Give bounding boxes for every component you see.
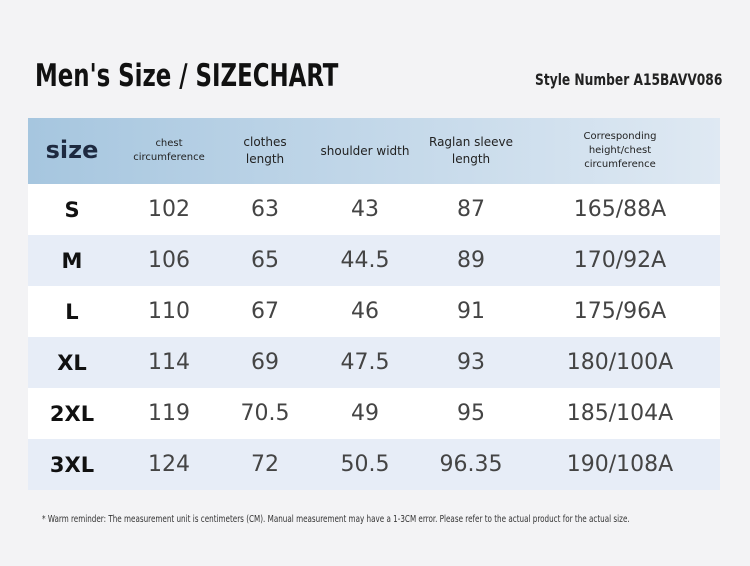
table-cell: 190/108A — [566, 452, 674, 477]
table-cell: 175/96A — [573, 299, 667, 324]
table-cell: 3XL — [49, 452, 95, 477]
column-header: size — [45, 136, 99, 165]
column-header: clothes length — [243, 135, 287, 166]
table-cell: 67 — [251, 299, 279, 324]
table-cell: 119 — [148, 401, 190, 426]
table-cell: 165/88A — [573, 197, 667, 222]
table-cell: 185/104A — [566, 401, 674, 426]
title: Men's Size / SIZECHART — [35, 58, 339, 94]
table-cell: 72 — [251, 452, 279, 477]
table-cell: 43 — [351, 197, 379, 222]
table-cell: 114 — [148, 350, 190, 375]
table-cell: 91 — [457, 299, 485, 324]
table-cell: 110 — [148, 299, 190, 324]
table-cell: 87 — [457, 197, 485, 222]
size-table: size chest circumference clothes length sho… — [28, 118, 720, 490]
table-cell: 102 — [148, 197, 190, 222]
table-row: L 110 67 46 91 175/96A — [28, 286, 720, 337]
column-header: chest circumference — [133, 138, 205, 163]
column-header: Raglan sleeve length — [429, 135, 513, 166]
table-row: M 106 65 44.5 89 170/92A — [28, 235, 720, 286]
table-cell: 44.5 — [340, 248, 390, 273]
table-cell: 49 — [351, 401, 379, 426]
table-cell: 96.35 — [439, 452, 503, 477]
table-row: S 102 63 43 87 165/88A — [28, 184, 720, 235]
table-cell: S — [64, 197, 80, 222]
table-row: 3XL 124 72 50.5 96.35 190/108A — [28, 439, 720, 490]
table-row: XL 114 69 47.5 93 180/100A — [28, 337, 720, 388]
table-cell: 63 — [251, 197, 279, 222]
column-header: Corresponding height/chest circumference — [583, 131, 657, 170]
table-cell: 93 — [457, 350, 485, 375]
table-cell: 46 — [351, 299, 379, 324]
table-cell: 180/100A — [566, 350, 674, 375]
footnote: * Warm reminder: The measurement unit is… — [42, 514, 630, 525]
column-header: shoulder width — [320, 143, 410, 158]
table-cell: 70.5 — [240, 401, 290, 426]
style-number: Style Number A15BAVV086 — [534, 70, 722, 89]
table-cell: L — [65, 299, 79, 324]
table-row: 2XL 119 70.5 49 95 185/104A — [28, 388, 720, 439]
table-cell: 50.5 — [340, 452, 390, 477]
table-cell: 170/92A — [573, 248, 667, 273]
table-cell: 124 — [148, 452, 190, 477]
table-cell: 106 — [148, 248, 190, 273]
table-cell: M — [61, 248, 83, 273]
table-cell: 47.5 — [340, 350, 390, 375]
header-row: size chest circumference clothes length sho… — [28, 118, 720, 184]
table-cell: 2XL — [49, 401, 95, 426]
table-cell: 65 — [251, 248, 279, 273]
table-cell: 89 — [457, 248, 485, 273]
table-cell: XL — [57, 350, 87, 375]
table-cell: 95 — [457, 401, 485, 426]
table-cell: 69 — [251, 350, 279, 375]
